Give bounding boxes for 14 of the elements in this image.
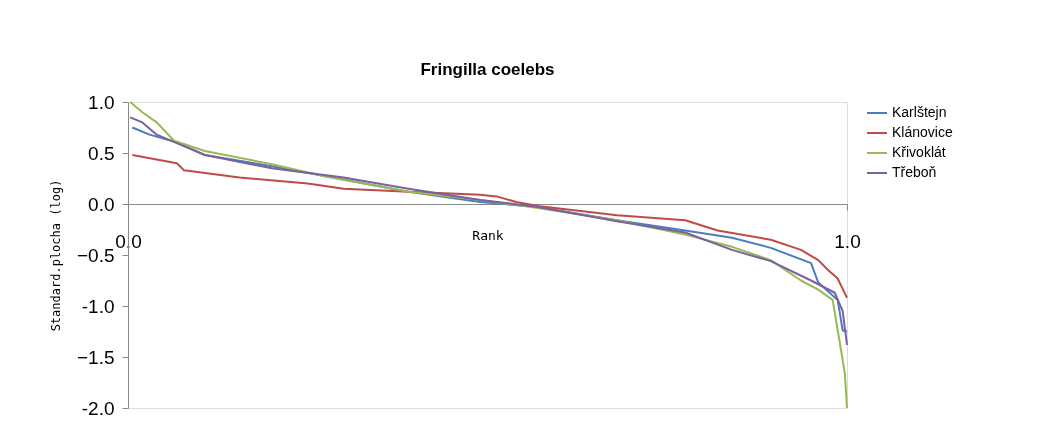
chart-title: Fringilla coelebs: [420, 60, 555, 79]
legend-label: Třeboň: [892, 164, 937, 180]
legend-label: Klánovice: [892, 124, 953, 140]
y-axis-title: Standard.plocha (log): [48, 179, 63, 332]
y-tick-label: 0.0: [88, 193, 115, 215]
legend-label: Karlštejn: [892, 104, 947, 120]
legend-label: Křivoklát: [892, 144, 946, 160]
y-tick-label: 0.5: [88, 142, 115, 164]
y-tick-label: -2.0: [81, 397, 115, 419]
y-tick-label: -1.0: [81, 295, 115, 317]
y-tick-label: 1.0: [88, 91, 115, 113]
y-tick-label: −1.5: [76, 346, 115, 368]
y-tick-label: −0.5: [76, 244, 115, 266]
x-axis-title: Rank: [472, 227, 504, 243]
